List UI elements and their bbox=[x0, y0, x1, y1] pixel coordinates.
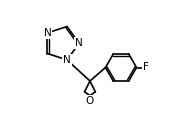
Text: O: O bbox=[86, 96, 94, 106]
Text: F: F bbox=[143, 63, 149, 72]
Text: N: N bbox=[63, 55, 71, 65]
Text: N: N bbox=[75, 38, 83, 48]
Text: N: N bbox=[44, 28, 51, 38]
